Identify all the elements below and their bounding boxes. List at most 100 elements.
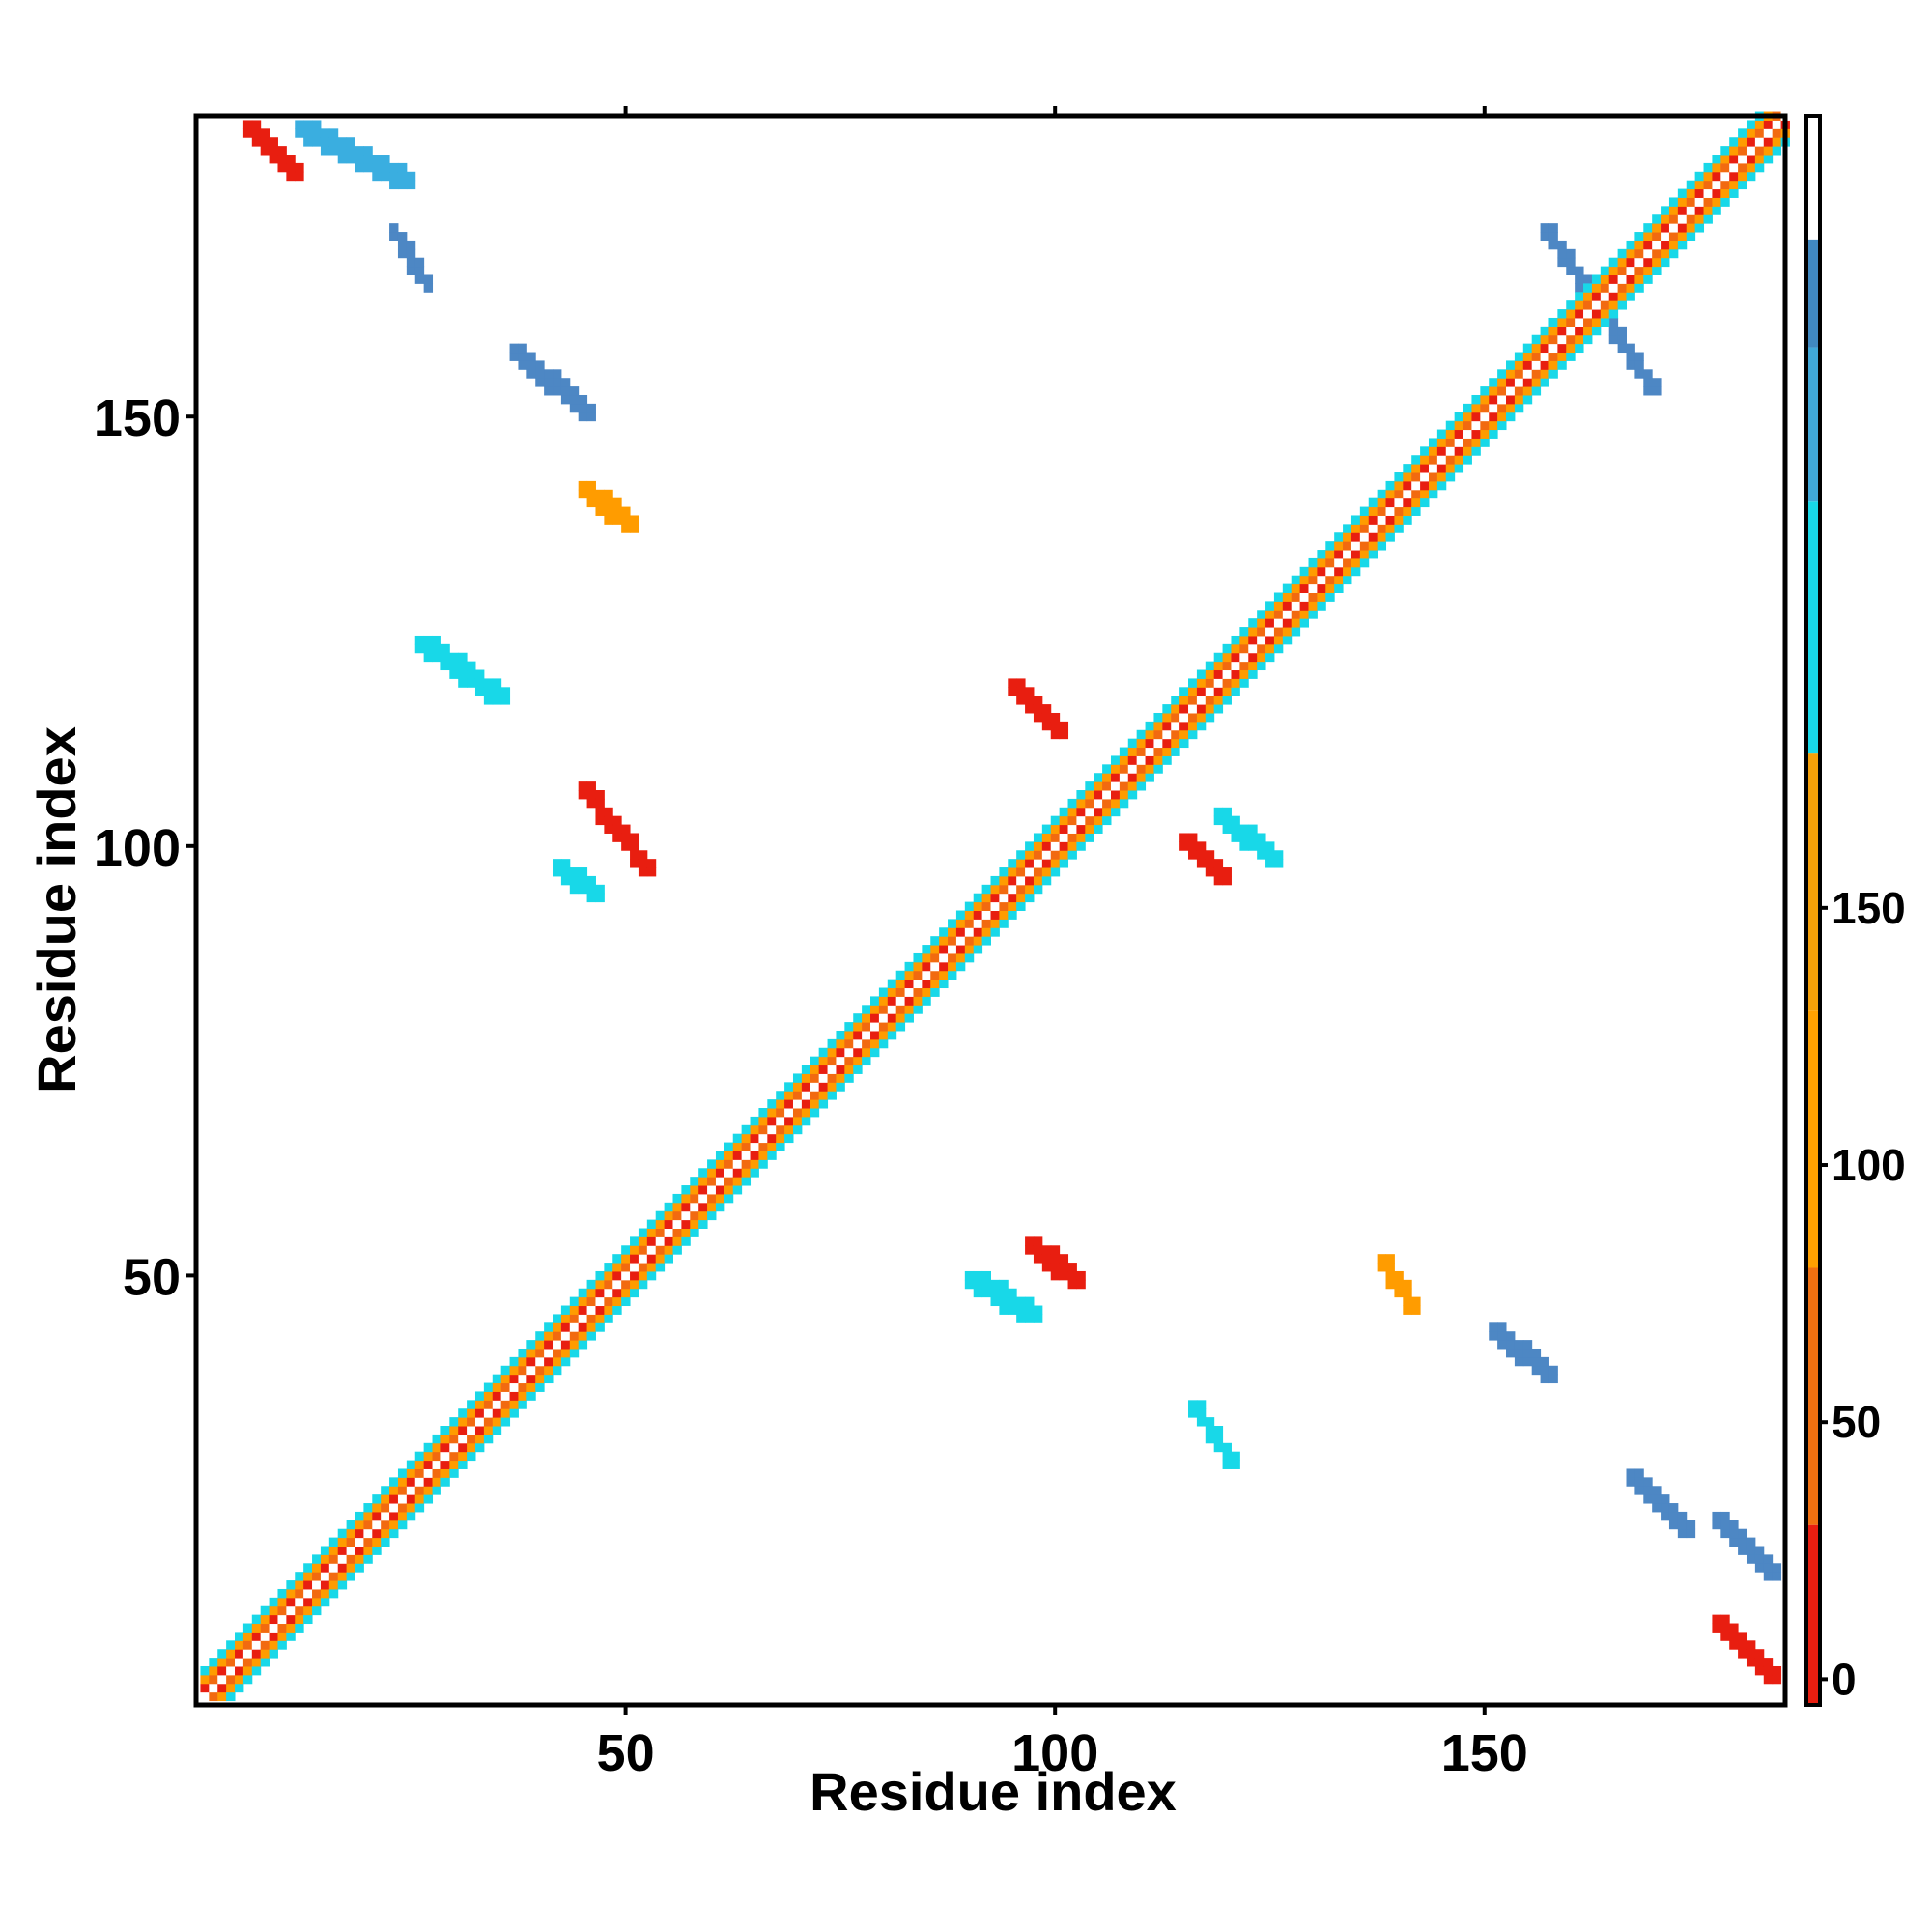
heatmap-cell bbox=[1772, 1674, 1782, 1685]
heatmap-cell bbox=[1196, 850, 1207, 860]
heatmap-cell bbox=[948, 952, 957, 963]
heatmap-cell bbox=[346, 1554, 355, 1564]
heatmap-cell bbox=[1377, 541, 1387, 551]
heatmap-cell bbox=[818, 1065, 829, 1074]
heatmap-cell bbox=[604, 1270, 613, 1281]
heatmap-cell bbox=[1102, 773, 1112, 782]
heatmap-cell bbox=[312, 120, 322, 129]
heatmap-cell bbox=[664, 1219, 673, 1229]
heatmap-cell bbox=[1600, 274, 1610, 284]
heatmap-cell bbox=[423, 635, 434, 645]
heatmap-cell bbox=[939, 961, 949, 972]
heatmap-cell bbox=[1729, 137, 1739, 147]
heatmap-cell bbox=[1694, 223, 1705, 233]
heatmap-cell bbox=[286, 1597, 296, 1607]
heatmap-cell bbox=[226, 1683, 236, 1693]
heatmap-cell bbox=[1162, 747, 1172, 756]
heatmap-cell bbox=[1506, 369, 1516, 379]
heatmap-cell bbox=[560, 386, 571, 396]
heatmap-cell bbox=[767, 1099, 777, 1109]
heatmap-cell bbox=[1248, 661, 1258, 671]
heatmap-cell bbox=[1188, 833, 1198, 842]
heatmap-cell bbox=[973, 901, 983, 911]
heatmap-cell bbox=[467, 661, 476, 671]
heatmap-cell bbox=[423, 1477, 434, 1487]
heatmap-cell bbox=[1600, 317, 1610, 327]
heatmap-cell bbox=[1171, 704, 1180, 714]
heatmap-cell bbox=[1059, 859, 1069, 868]
heatmap-cell bbox=[732, 1168, 743, 1178]
heatmap-cell bbox=[741, 1124, 752, 1135]
heatmap-cell bbox=[973, 927, 983, 937]
heatmap-cell bbox=[1583, 300, 1593, 310]
heatmap-cell bbox=[1497, 394, 1507, 405]
contact-region bbox=[1712, 1511, 1782, 1581]
heatmap-cell bbox=[948, 936, 957, 946]
heatmap-cell bbox=[553, 1331, 562, 1341]
heatmap-cell bbox=[1436, 429, 1447, 439]
heatmap-cell bbox=[1359, 524, 1370, 533]
heatmap-cell bbox=[732, 1133, 743, 1144]
heatmap-cell bbox=[1041, 859, 1052, 868]
heatmap-cell bbox=[1394, 472, 1404, 482]
heatmap-cell bbox=[1033, 1254, 1043, 1264]
heatmap-cell bbox=[990, 919, 1000, 928]
heatmap-cell bbox=[414, 257, 425, 268]
heatmap-cell bbox=[638, 1245, 648, 1255]
heatmap-cell bbox=[535, 1382, 545, 1392]
heatmap-cell bbox=[526, 360, 536, 370]
heatmap-cell bbox=[1626, 283, 1635, 293]
heatmap-cell bbox=[1668, 240, 1679, 250]
heatmap-cell bbox=[1213, 807, 1224, 817]
heatmap-cell bbox=[1205, 661, 1215, 671]
heatmap-cell bbox=[242, 120, 253, 129]
heatmap-cell bbox=[1694, 214, 1705, 224]
heatmap-cell bbox=[1213, 1442, 1224, 1453]
heatmap-cell bbox=[1196, 669, 1207, 679]
heatmap-cell bbox=[1179, 696, 1189, 705]
heatmap-cell bbox=[836, 1047, 845, 1058]
heatmap-cell bbox=[1179, 729, 1189, 740]
heatmap-cell bbox=[1222, 815, 1232, 826]
heatmap-cell bbox=[801, 1091, 811, 1100]
heatmap-cell bbox=[1403, 1296, 1412, 1307]
heatmap-cell bbox=[1110, 790, 1121, 800]
heatmap-cell bbox=[1557, 326, 1567, 336]
heatmap-cell bbox=[922, 979, 931, 989]
heatmap-cell bbox=[474, 1442, 485, 1453]
heatmap-cell bbox=[1171, 696, 1180, 705]
heatmap-cell bbox=[1282, 627, 1293, 637]
heatmap-cell bbox=[1471, 403, 1481, 413]
heatmap-cell bbox=[389, 1511, 399, 1521]
heatmap-cell bbox=[1188, 712, 1198, 723]
contact-region bbox=[578, 480, 639, 533]
heatmap-cell bbox=[1334, 557, 1344, 568]
heatmap-cell bbox=[1273, 643, 1284, 654]
heatmap-cell bbox=[1772, 1572, 1782, 1581]
heatmap-cell bbox=[1712, 171, 1721, 182]
heatmap-cell bbox=[277, 146, 287, 156]
heatmap-cell bbox=[406, 171, 416, 182]
heatmap-cell bbox=[397, 162, 408, 173]
heatmap-cell bbox=[328, 1537, 339, 1547]
heatmap-cell bbox=[1540, 369, 1549, 379]
heatmap-cell bbox=[595, 497, 605, 508]
heatmap-cell bbox=[397, 1477, 408, 1487]
heatmap-cell bbox=[467, 1408, 476, 1418]
heatmap-cell bbox=[1059, 807, 1069, 817]
heatmap-cell bbox=[363, 1520, 373, 1530]
heatmap-cell bbox=[990, 884, 1000, 895]
heatmap-cell bbox=[1239, 652, 1249, 663]
heatmap-cell bbox=[337, 1537, 348, 1547]
heatmap-cell bbox=[1291, 610, 1301, 619]
heatmap-cell bbox=[1145, 773, 1154, 782]
heatmap-cell bbox=[707, 1177, 717, 1186]
heatmap-cell bbox=[792, 1091, 803, 1100]
heatmap-cell bbox=[1041, 875, 1052, 886]
heatmap-cell bbox=[526, 1365, 536, 1376]
heatmap-cell bbox=[690, 1193, 699, 1204]
heatmap-cell bbox=[630, 833, 639, 842]
heatmap-cell bbox=[621, 1279, 631, 1290]
heatmap-cell bbox=[1102, 807, 1112, 817]
heatmap-cell bbox=[1575, 266, 1584, 275]
